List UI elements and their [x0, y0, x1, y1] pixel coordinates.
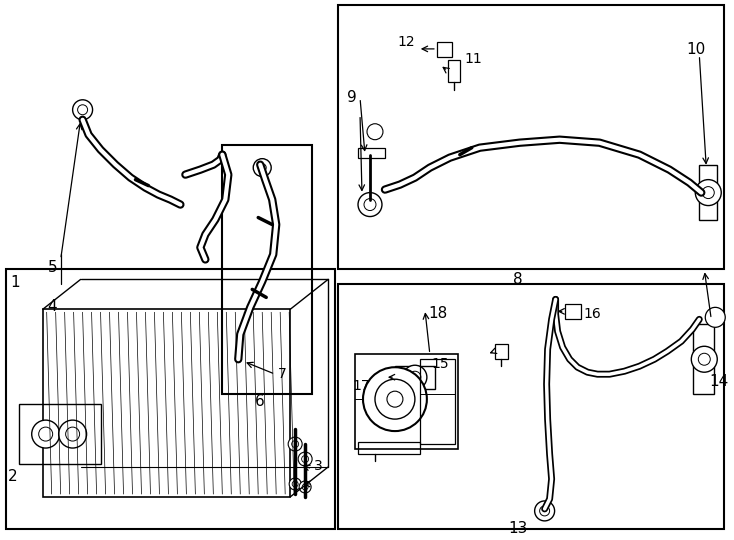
Text: 3: 3: [314, 459, 323, 473]
Circle shape: [73, 100, 92, 120]
Text: 7: 7: [278, 367, 287, 381]
Circle shape: [698, 353, 711, 365]
Bar: [700, 165, 717, 220]
Circle shape: [289, 478, 301, 490]
Bar: [420, 359, 455, 444]
Circle shape: [292, 481, 298, 487]
Circle shape: [691, 346, 717, 372]
Text: 4: 4: [48, 299, 57, 314]
Bar: [358, 147, 385, 158]
Circle shape: [288, 437, 302, 451]
Circle shape: [375, 379, 415, 419]
Circle shape: [387, 391, 403, 407]
Circle shape: [534, 501, 555, 521]
Circle shape: [403, 365, 427, 389]
Text: 8: 8: [513, 272, 523, 287]
Circle shape: [291, 441, 299, 448]
Circle shape: [702, 187, 714, 199]
Bar: [43, 309, 290, 497]
Bar: [495, 345, 508, 359]
Text: 17: 17: [352, 379, 370, 393]
Text: 6: 6: [255, 394, 265, 409]
Circle shape: [299, 481, 311, 493]
Bar: [694, 325, 714, 394]
Circle shape: [78, 105, 87, 115]
Bar: [222, 145, 312, 394]
Text: 5: 5: [48, 260, 57, 275]
Bar: [448, 60, 459, 82]
Text: 1: 1: [11, 275, 21, 291]
Text: 2: 2: [8, 469, 18, 484]
Circle shape: [298, 452, 312, 466]
Text: 12: 12: [397, 35, 415, 49]
Bar: [395, 366, 435, 389]
Circle shape: [539, 506, 550, 516]
Bar: [564, 305, 581, 319]
Circle shape: [409, 371, 421, 383]
Bar: [338, 5, 724, 269]
Bar: [338, 285, 724, 529]
Text: 13: 13: [508, 521, 527, 536]
Circle shape: [59, 420, 87, 448]
Bar: [19, 404, 101, 464]
Bar: [355, 354, 458, 449]
Circle shape: [358, 193, 382, 217]
Circle shape: [65, 427, 79, 441]
Bar: [6, 269, 335, 529]
Bar: [358, 442, 420, 454]
Text: 9: 9: [347, 90, 357, 105]
Circle shape: [364, 199, 376, 211]
Circle shape: [253, 159, 271, 177]
Circle shape: [302, 456, 308, 463]
Text: 18: 18: [428, 306, 447, 321]
Text: 14: 14: [709, 374, 729, 389]
Circle shape: [367, 124, 383, 140]
Circle shape: [32, 420, 59, 448]
Bar: [437, 42, 452, 57]
Circle shape: [258, 164, 266, 172]
Circle shape: [695, 180, 722, 206]
Text: 15: 15: [432, 357, 449, 371]
Text: 11: 11: [465, 52, 482, 66]
Text: 16: 16: [584, 307, 601, 321]
Circle shape: [302, 484, 308, 490]
Circle shape: [363, 367, 427, 431]
Text: 10: 10: [687, 42, 706, 57]
Circle shape: [39, 427, 53, 441]
Circle shape: [705, 307, 725, 327]
